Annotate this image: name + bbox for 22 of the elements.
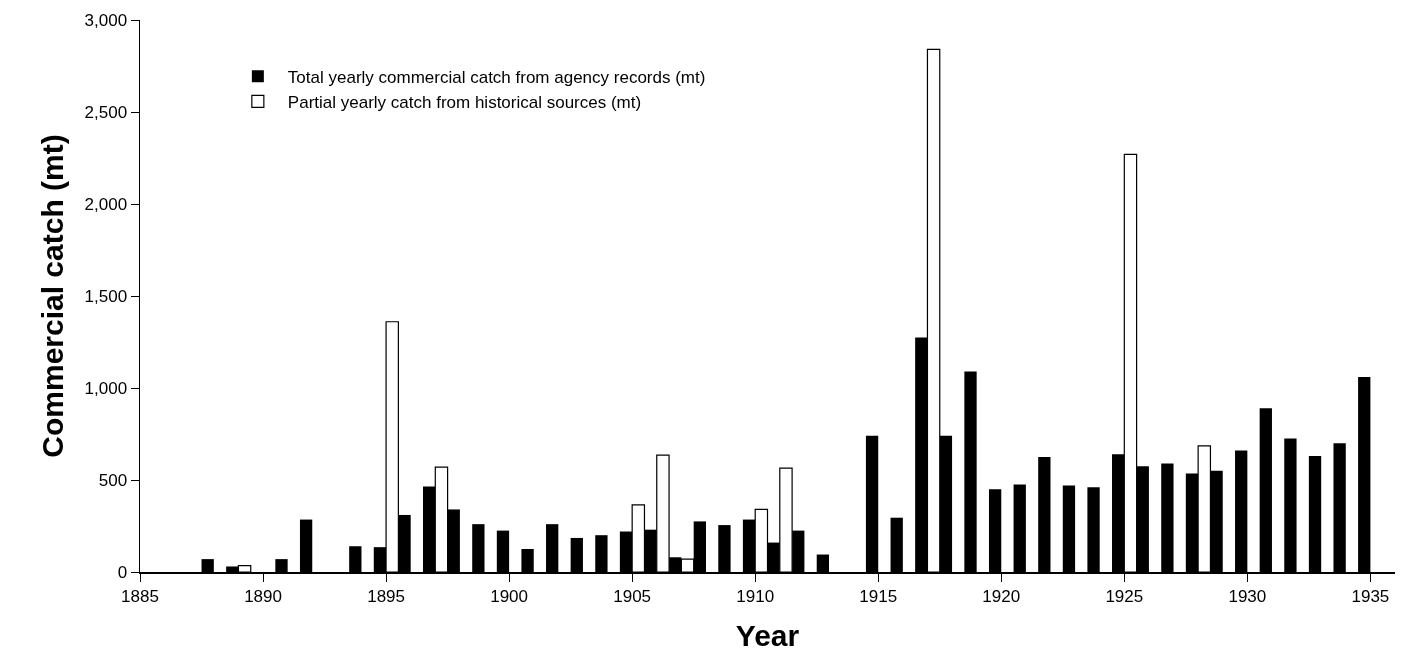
legend-label: Partial yearly catch from historical sources (mt) [287, 92, 642, 112]
y-tick-label: 1,000 [84, 378, 128, 398]
x-tick-label: 1915 [859, 586, 898, 606]
y-tick-label: 2,000 [84, 194, 128, 214]
y-tick-label: 0 [117, 562, 128, 582]
legend-label: Total yearly commercial catch from agency records (mt) [287, 67, 706, 87]
y-tick-label: 1,500 [84, 286, 128, 306]
x-tick-label: 1935 [1351, 586, 1390, 606]
x-tick-label: 1910 [736, 586, 775, 606]
y-tick-label: 3,000 [84, 10, 128, 30]
x-tick-label: 1895 [367, 586, 405, 606]
y-tick-label: 2,500 [84, 102, 128, 122]
x-tick-label: 1890 [244, 586, 282, 606]
x-tick-label: 1930 [1228, 586, 1267, 606]
x-axis-title: Year [735, 619, 800, 653]
x-tick-label: 1885 [121, 586, 159, 606]
x-tick-label: 1905 [613, 586, 652, 606]
x-tick-label: 1920 [982, 586, 1021, 606]
x-tick-label: 1900 [490, 586, 529, 606]
y-tick-label: 500 [98, 470, 128, 490]
x-tick-label: 1925 [1105, 586, 1144, 606]
y-axis-title: Commercial catch (mt) [35, 134, 69, 458]
